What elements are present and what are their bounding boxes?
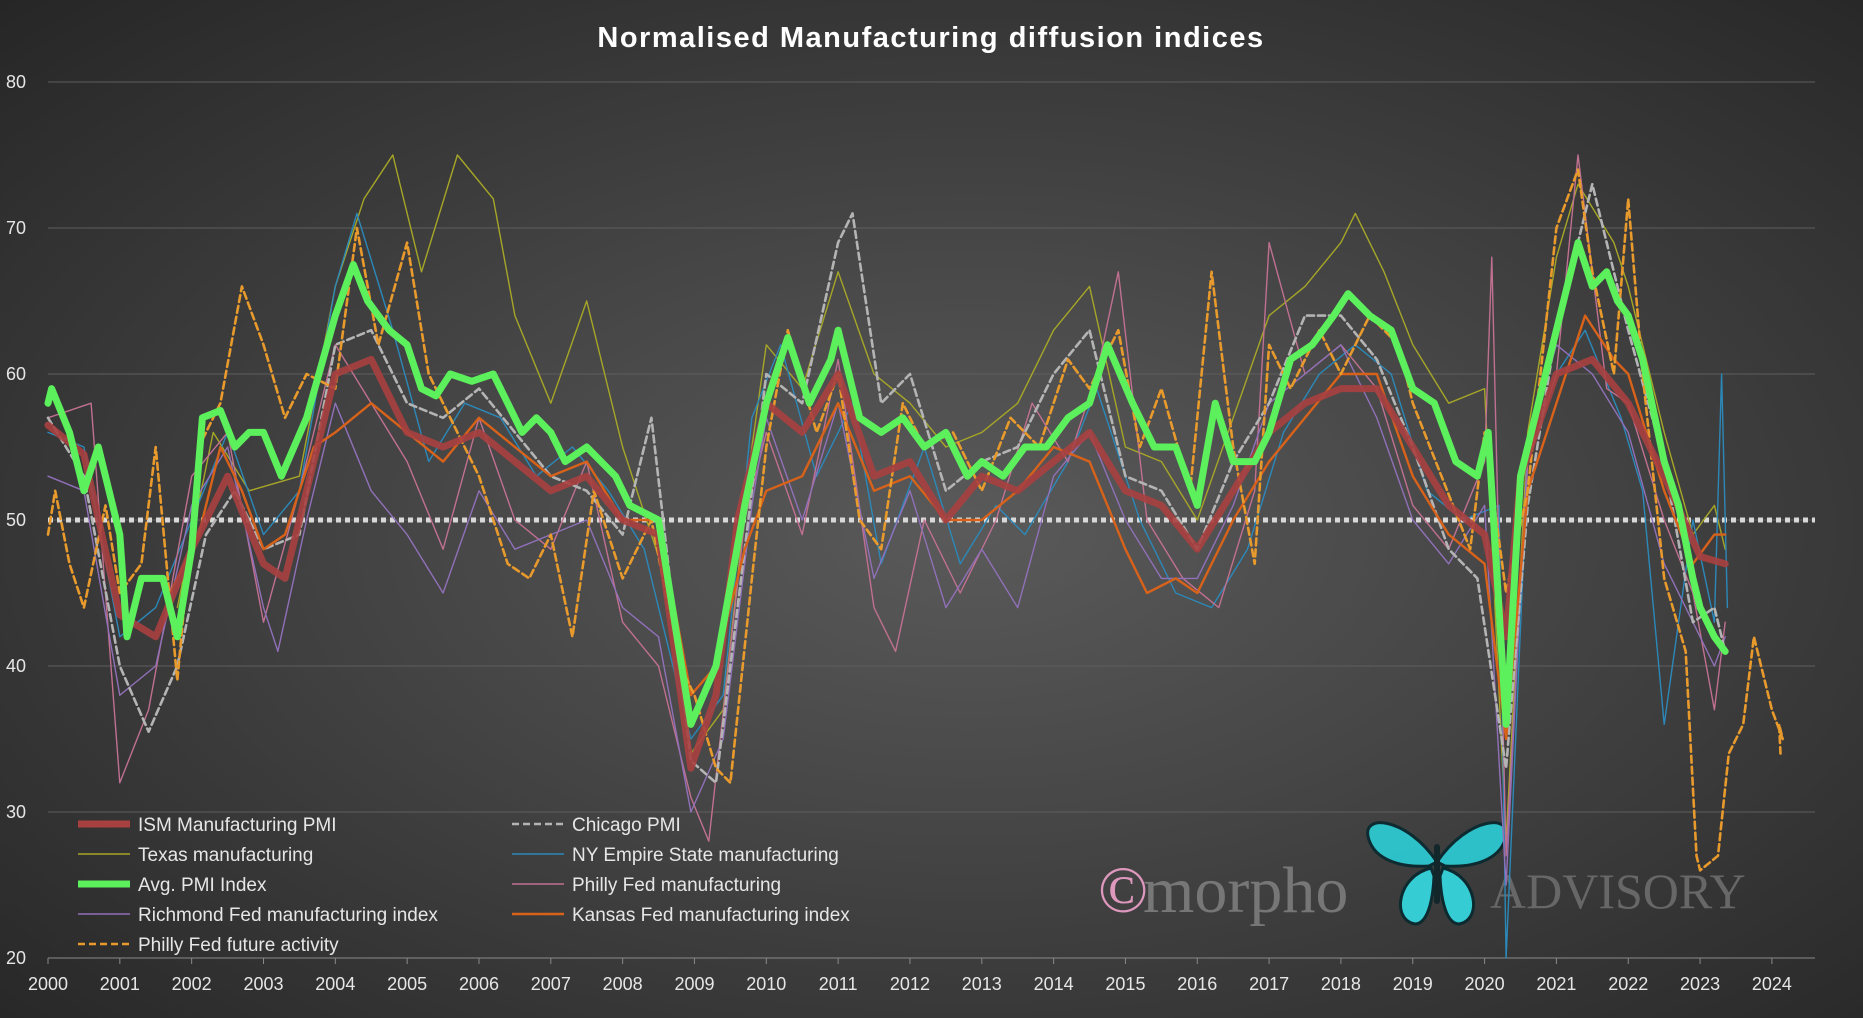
- x-tick-label: 2012: [890, 974, 930, 994]
- series-line-philly-fed-future-activity: [46, 168, 1784, 872]
- chart-title: Normalised Manufacturing diffusion indic…: [597, 22, 1264, 54]
- x-tick-label: 2023: [1680, 974, 1720, 994]
- series-line-kansas-fed-manufacturing-index: [168, 314, 1727, 741]
- x-tick-label: 2009: [674, 974, 714, 994]
- x-tick-label: 2019: [1393, 974, 1433, 994]
- watermark-copyright: ©: [1098, 854, 1148, 927]
- x-tick-label: 2022: [1608, 974, 1648, 994]
- y-tick-label: 40: [6, 656, 26, 676]
- x-tick-label: 2005: [387, 974, 427, 994]
- legend-label: Philly Fed manufacturing: [572, 875, 781, 896]
- x-tick-label: 2004: [315, 974, 355, 994]
- x-tick-label: 2011: [819, 974, 858, 994]
- y-tick-label: 60: [6, 364, 26, 384]
- x-tick-label: 2008: [603, 974, 643, 994]
- x-tick-label: 2020: [1465, 974, 1505, 994]
- legend-label: ISM Manufacturing PMI: [138, 815, 337, 836]
- series-line-chicago-pmi: [46, 182, 1727, 785]
- legend-label: Avg. PMI Index: [138, 875, 267, 896]
- x-tick-label: 2017: [1249, 974, 1289, 994]
- series-line-ism-manufacturing-pmi: [44, 355, 1729, 772]
- x-tick-label: 2014: [1034, 974, 1074, 994]
- x-tick-label: 2001: [100, 974, 140, 994]
- x-axis-ticks: 2000 2001 2002 2003 2004 2005 2006 2007 2008 2009…: [28, 957, 1815, 994]
- legend-label: Kansas Fed manufacturing index: [572, 905, 850, 926]
- x-tick-label: 2006: [459, 974, 499, 994]
- legend-label: Chicago PMI: [572, 815, 681, 836]
- legend-label: Richmond Fed manufacturing index: [138, 905, 438, 926]
- butterfly-icon: [1366, 821, 1508, 926]
- y-tick-label: 20: [6, 948, 26, 968]
- legend-label: Texas manufacturing: [138, 845, 313, 866]
- x-tick-label: 2015: [1105, 974, 1145, 994]
- y-tick-label: 80: [6, 72, 26, 92]
- x-tick-label: 2013: [962, 974, 1002, 994]
- legend-label: Philly Fed future activity: [138, 935, 339, 956]
- legend-label: NY Empire State manufacturing: [572, 845, 839, 866]
- watermark-brand-suffix: ADVISORY: [1490, 863, 1746, 919]
- y-tick-label: 30: [6, 802, 26, 822]
- x-tick-label: 2021: [1536, 974, 1576, 994]
- series-group: [44, 154, 1784, 959]
- y-tick-label: 70: [6, 218, 26, 238]
- watermark: © morpho ADVISORY: [1098, 821, 1746, 927]
- x-tick-label: 2018: [1321, 974, 1361, 994]
- y-axis-ticks: 20 30 40 50 60 70 80: [6, 72, 26, 968]
- x-tick-label: 2024: [1752, 974, 1792, 994]
- y-tick-label: 50: [6, 510, 26, 530]
- x-tick-label: 2016: [1177, 974, 1217, 994]
- x-tick-label: 2003: [243, 974, 283, 994]
- watermark-brand: morpho: [1143, 854, 1348, 927]
- x-tick-label: 2002: [172, 974, 212, 994]
- x-tick-label: 2010: [746, 974, 786, 994]
- x-tick-label: 2000: [28, 974, 68, 994]
- series-line-texas-manufacturing: [176, 154, 1726, 842]
- legend: ISM Manufacturing PMI Chicago PMI Texas ma…: [78, 815, 850, 956]
- series-line-avg-pmi-index: [44, 239, 1729, 728]
- x-tick-label: 2007: [531, 974, 571, 994]
